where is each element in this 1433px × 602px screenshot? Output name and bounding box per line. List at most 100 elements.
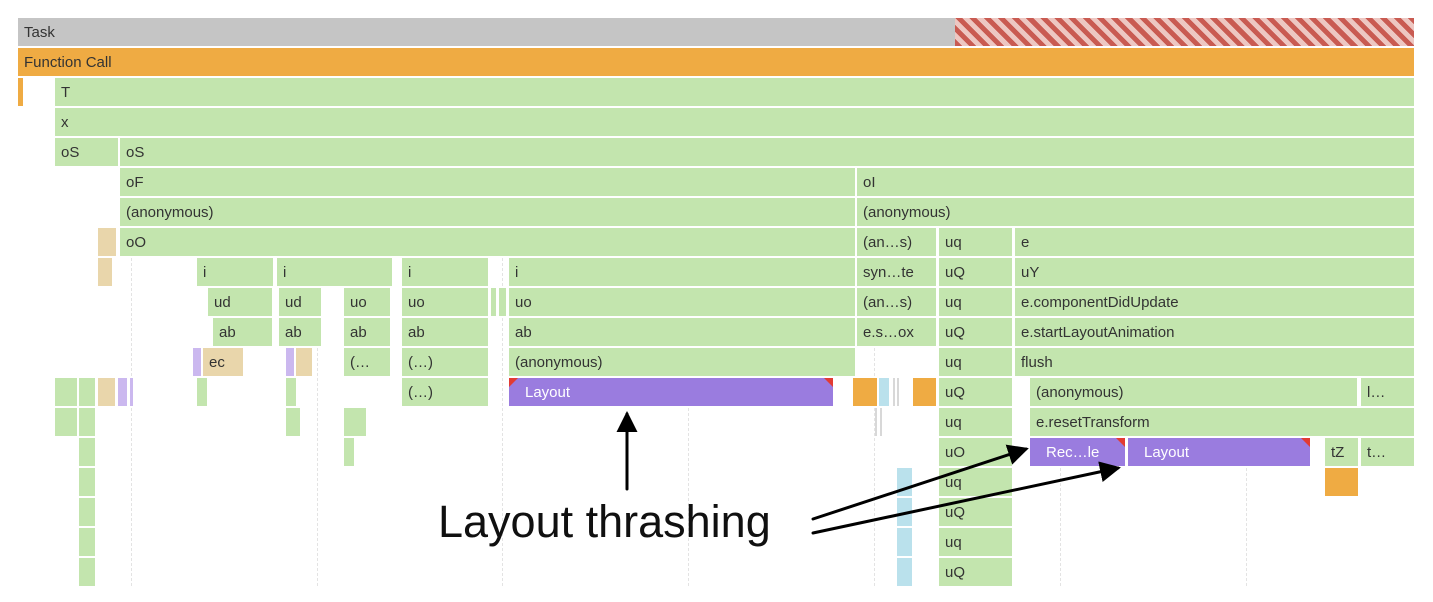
paint-bar[interactable] <box>897 468 912 496</box>
layout-event-bar[interactable]: Layout <box>1128 438 1310 466</box>
script-call-bar[interactable]: syn…te <box>857 258 936 286</box>
script-call-bar[interactable]: uq <box>939 468 1012 496</box>
script-call-bar[interactable]: uq <box>939 288 1012 316</box>
script-call-bar[interactable]: x <box>55 108 1414 136</box>
script-call-bar[interactable] <box>79 438 95 466</box>
script-call-bar[interactable]: (…) <box>402 378 488 406</box>
paint-bar[interactable] <box>879 378 889 406</box>
script-call-bar[interactable]: oF <box>120 168 855 196</box>
task-bar[interactable]: Task <box>18 18 955 46</box>
script-call-bar[interactable] <box>79 408 95 436</box>
script-call-bar[interactable]: uo <box>344 288 390 316</box>
script-call-bar[interactable]: e.startLayoutAnimation <box>1015 318 1414 346</box>
script-call-bar[interactable] <box>79 378 95 406</box>
script-call-bar[interactable]: oS <box>120 138 1414 166</box>
script-call-bar[interactable] <box>197 378 207 406</box>
script-call-bar[interactable]: e <box>1015 228 1414 256</box>
script-call-bar[interactable]: uq <box>939 408 1012 436</box>
divider-sliver[interactable] <box>897 378 899 406</box>
script-call-bar[interactable]: uY <box>1015 258 1414 286</box>
script-call-bar[interactable]: (anonymous) <box>509 348 855 376</box>
script-call-bar[interactable]: oS <box>55 138 118 166</box>
script-call-bar[interactable] <box>79 468 95 496</box>
script-call-bar[interactable]: i <box>277 258 392 286</box>
script-call-bar[interactable]: (an…s) <box>857 288 936 316</box>
script-call-bar[interactable] <box>344 438 354 466</box>
script-call-bar[interactable] <box>55 378 77 406</box>
script-call-bar[interactable]: e.s…ox <box>857 318 936 346</box>
function-call-bar[interactable]: Function Call <box>18 48 1414 76</box>
script-call-bar[interactable] <box>499 288 506 316</box>
script-call-bar[interactable]: (anonymous) <box>120 198 855 226</box>
script-call-bar[interactable]: ud <box>208 288 272 316</box>
script-call-bar[interactable]: uq <box>939 348 1012 376</box>
script-call-bar[interactable]: uq <box>939 528 1012 556</box>
script-call-bar[interactable]: uQ <box>939 258 1012 286</box>
script-call-bar[interactable]: t… <box>1361 438 1414 466</box>
style-sliver-bar[interactable] <box>193 348 201 376</box>
script-call-bar[interactable]: uo <box>402 288 488 316</box>
script-call-bar[interactable] <box>79 498 95 526</box>
script-call-bar[interactable]: flush <box>1015 348 1414 376</box>
long-task-overrun-stripes[interactable] <box>955 18 1414 46</box>
script-call-bar[interactable]: T <box>55 78 1414 106</box>
paint-bar[interactable] <box>897 498 912 526</box>
script-call-bar[interactable]: uQ <box>939 498 1012 526</box>
script-call-bar[interactable]: ab <box>509 318 855 346</box>
divider-sliver[interactable] <box>893 378 895 406</box>
script-call-bar[interactable]: oI <box>857 168 1414 196</box>
script-call-bar[interactable]: uQ <box>939 378 1012 406</box>
layout-event-bar[interactable]: Rec…le <box>1030 438 1125 466</box>
paint-bar[interactable] <box>897 528 912 556</box>
script-call-bar[interactable] <box>491 288 496 316</box>
script-call-bar[interactable]: (anonymous) <box>1030 378 1357 406</box>
style-sliver-bar[interactable] <box>286 348 294 376</box>
script-call-bar[interactable]: i <box>197 258 273 286</box>
compile-bar[interactable]: ec <box>203 348 243 376</box>
style-sliver-bar[interactable] <box>118 378 127 406</box>
function-call-bar[interactable] <box>913 378 936 406</box>
script-call-bar[interactable]: i <box>402 258 488 286</box>
script-call-bar[interactable] <box>79 528 95 556</box>
compile-bar[interactable] <box>98 378 115 406</box>
compile-bar[interactable] <box>296 348 312 376</box>
script-call-bar[interactable] <box>55 408 77 436</box>
script-call-bar[interactable]: (…) <box>402 348 488 376</box>
script-call-bar[interactable]: (anonymous) <box>857 198 1414 226</box>
script-call-bar[interactable]: ud <box>279 288 321 316</box>
script-call-bar[interactable]: l… <box>1361 378 1414 406</box>
script-call-bar[interactable] <box>79 558 95 586</box>
script-call-bar[interactable]: uq <box>939 228 1012 256</box>
script-call-bar[interactable] <box>286 408 300 436</box>
script-call-bar[interactable]: uO <box>939 438 1012 466</box>
style-sliver-bar[interactable] <box>130 378 133 406</box>
script-call-bar[interactable]: uo <box>509 288 855 316</box>
script-call-bar[interactable]: e.componentDidUpdate <box>1015 288 1414 316</box>
script-call-bar[interactable]: tZ <box>1325 438 1358 466</box>
script-call-bar[interactable]: ab <box>344 318 390 346</box>
script-call-bar[interactable] <box>286 378 296 406</box>
paint-bar[interactable] <box>897 558 912 586</box>
script-call-bar[interactable]: (… <box>344 348 390 376</box>
function-call-bar[interactable] <box>18 78 23 106</box>
script-call-bar[interactable]: uQ <box>939 558 1012 586</box>
divider-sliver[interactable] <box>875 408 877 436</box>
divider-sliver[interactable] <box>880 408 882 436</box>
script-call-bar[interactable]: (an…s) <box>857 228 936 256</box>
script-call-bar[interactable]: ab <box>213 318 272 346</box>
script-call-bar[interactable] <box>344 408 366 436</box>
bar-label: uo <box>408 293 425 311</box>
script-call-bar[interactable]: e.resetTransform <box>1030 408 1414 436</box>
script-call-bar[interactable]: uQ <box>939 318 1012 346</box>
bar-label: uQ <box>945 563 966 581</box>
script-call-bar[interactable]: ab <box>279 318 321 346</box>
script-call-bar[interactable]: i <box>509 258 855 286</box>
bar-label: ab <box>285 323 302 341</box>
compile-bar[interactable] <box>98 258 112 286</box>
layout-event-bar[interactable]: Layout <box>509 378 833 406</box>
script-call-bar[interactable]: ab <box>402 318 488 346</box>
compile-bar[interactable] <box>98 228 116 256</box>
function-call-bar[interactable] <box>1325 468 1358 496</box>
function-call-bar[interactable] <box>853 378 877 406</box>
script-call-bar[interactable]: oO <box>120 228 855 256</box>
